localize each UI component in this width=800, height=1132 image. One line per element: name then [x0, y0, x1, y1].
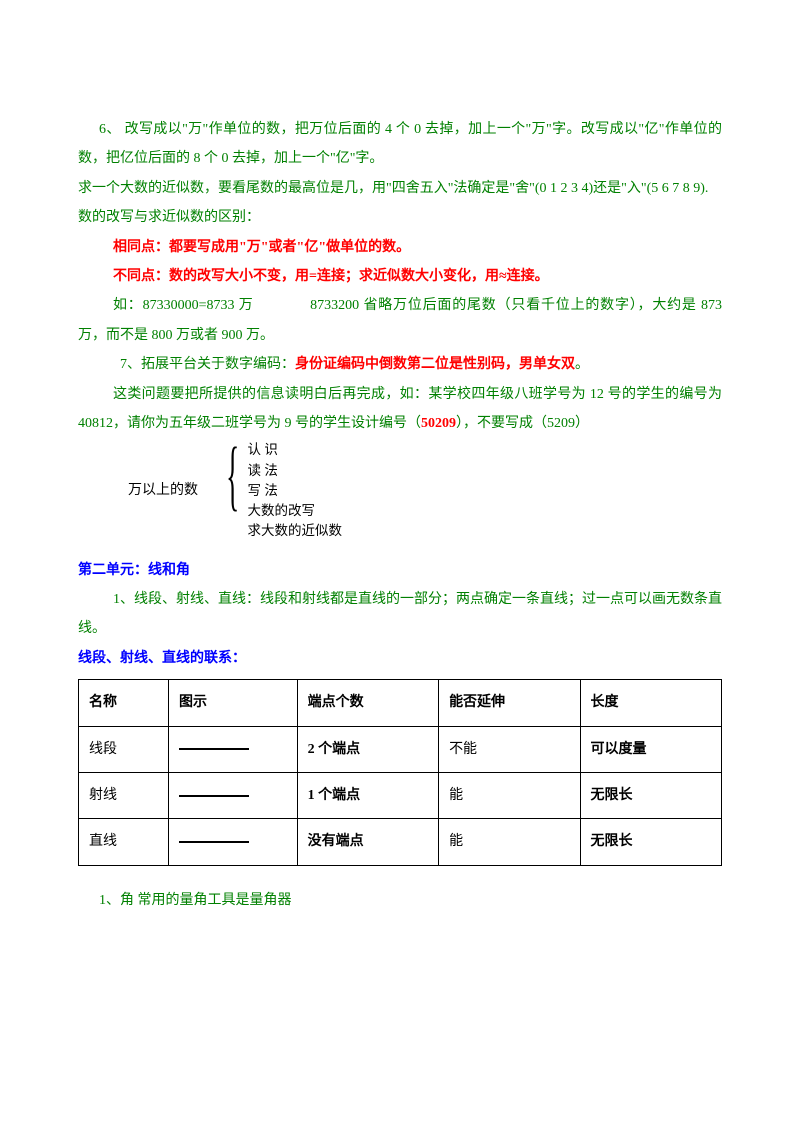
td: 线段 — [79, 726, 169, 772]
sec2-p2: 线段、射线、直线的联系： — [78, 651, 246, 666]
para-3: 数的改写与求近似数的区别： — [78, 210, 260, 225]
line-icon — [179, 841, 249, 843]
td: 直线 — [79, 819, 169, 865]
para-4-same: 相同点：都要写成用"万"或者"亿"做单位的数。 — [113, 240, 410, 255]
td: 没有端点 — [297, 819, 438, 865]
outline-item: 写 法 — [247, 481, 342, 501]
td: 无限长 — [580, 772, 721, 818]
para-1: 6、 改写成以"万"作单位的数，把万位后面的 4 个 0 去掉，加上一个"万"字… — [78, 122, 722, 166]
td: 2 个端点 — [297, 726, 438, 772]
lines-table: 名称 图示 端点个数 能否延伸 长度 线段 2 个端点 不能 可以度量 射线 1… — [78, 679, 722, 866]
td: 无限长 — [580, 819, 721, 865]
outline-block: 万以上的数 { 认 识 读 法 写 法 大数的改写 求大数的近似数 — [78, 440, 722, 541]
para-5-diff: 不同点：数的改写大小不变，用=连接；求近似数大小变化，用≈连接。 — [113, 269, 549, 284]
para-7c: 。 — [575, 357, 589, 372]
outline-item: 认 识 — [247, 440, 342, 460]
sec2-p1: 1、线段、射线、直线：线段和射线都是直线的一部分；两点确定一条直线；过一点可以画… — [78, 592, 722, 636]
table-row: 直线 没有端点 能 无限长 — [79, 819, 722, 865]
para-7a: 7、拓展平台关于数字编码： — [120, 357, 295, 372]
th: 图示 — [169, 680, 298, 726]
th: 端点个数 — [297, 680, 438, 726]
section-2-title: 第二单元：线和角 — [78, 563, 190, 578]
td-illus — [169, 726, 298, 772]
brace-icon: { — [226, 440, 239, 541]
td-illus — [169, 819, 298, 865]
ray-icon — [179, 795, 249, 797]
td: 可以度量 — [580, 726, 721, 772]
segment-icon — [179, 748, 249, 750]
table-header-row: 名称 图示 端点个数 能否延伸 长度 — [79, 680, 722, 726]
td: 射线 — [79, 772, 169, 818]
para-6a: 如：87330000=8733 万 — [113, 298, 254, 313]
para-7b-id: 身份证编码中倒数第二位是性别码，男单女双 — [295, 357, 575, 372]
para-8a: 这类问题要把所提供的信息读明白后再完成，如：某学校四年级八班学号为 12 号的学… — [78, 387, 722, 431]
outline-label: 万以上的数 — [108, 440, 218, 541]
para-2: 求一个大数的近似数，要看尾数的最高位是几，用"四舍五入"法确定是"舍"(0 1 … — [78, 181, 708, 196]
outline-item: 求大数的近似数 — [247, 521, 342, 541]
outline-item: 读 法 — [247, 461, 342, 481]
td-illus — [169, 772, 298, 818]
th: 长度 — [580, 680, 721, 726]
outline-items: 认 识 读 法 写 法 大数的改写 求大数的近似数 — [241, 440, 342, 541]
th: 能否延伸 — [439, 680, 580, 726]
outline-item: 大数的改写 — [247, 501, 342, 521]
para-last: 1、角 常用的量角工具是量角器 — [99, 893, 292, 908]
td: 1 个端点 — [297, 772, 438, 818]
td: 不能 — [439, 726, 580, 772]
para-8c: ），不要写成（5209） — [456, 416, 589, 431]
td: 能 — [439, 772, 580, 818]
para-8b-answer: 50209 — [421, 416, 456, 431]
table-row: 线段 2 个端点 不能 可以度量 — [79, 726, 722, 772]
table-row: 射线 1 个端点 能 无限长 — [79, 772, 722, 818]
th: 名称 — [79, 680, 169, 726]
td: 能 — [439, 819, 580, 865]
